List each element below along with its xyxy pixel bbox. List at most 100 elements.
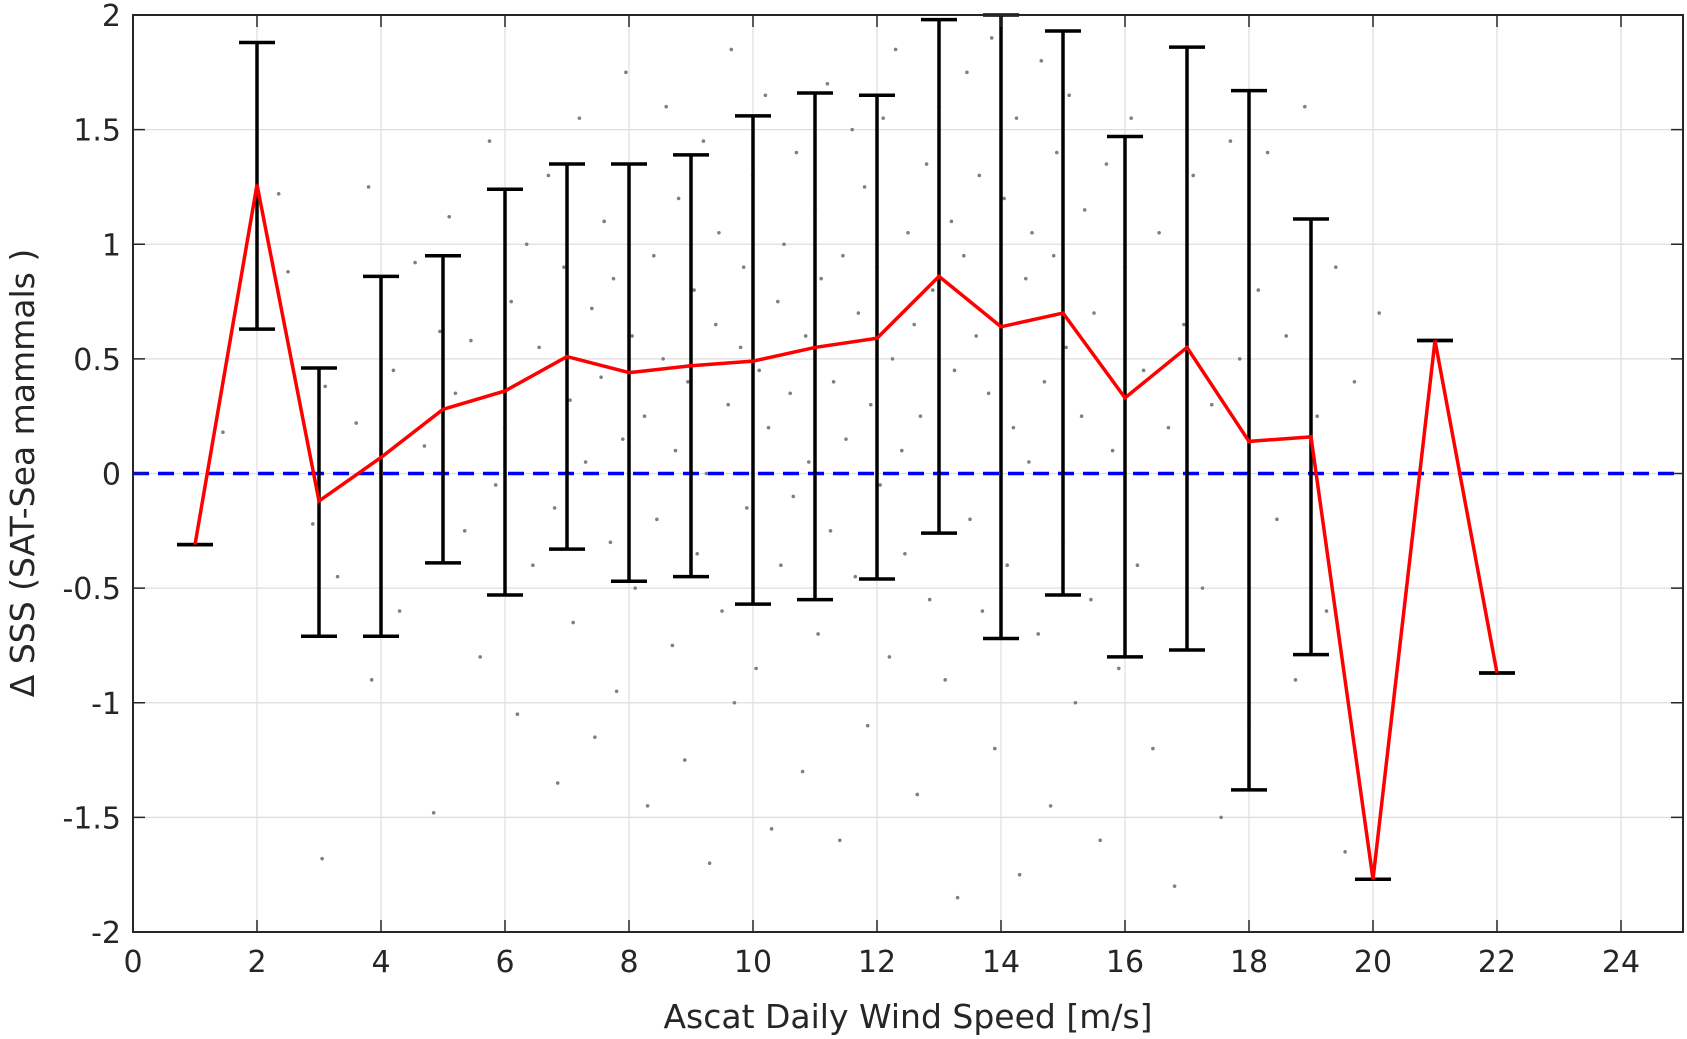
scatter-point [1151, 746, 1155, 751]
scatter-point [803, 334, 808, 338]
scatter-point [515, 712, 520, 717]
scatter-point [862, 185, 867, 189]
scatter-point [1334, 265, 1338, 269]
x-tick-label: 16 [1106, 945, 1144, 980]
scatter-point [611, 276, 616, 281]
scatter-points [221, 36, 1381, 900]
scatter-point [729, 47, 734, 52]
scatter-point [335, 574, 340, 579]
x-tick-label: 22 [1478, 945, 1516, 980]
scatter-point [1141, 368, 1146, 373]
scatter-point [571, 620, 575, 625]
scatter-point [642, 414, 647, 418]
scatter-point [1098, 838, 1102, 843]
scatter-point [469, 338, 473, 343]
x-tick-label: 0 [123, 945, 142, 980]
scatter-point [1377, 311, 1381, 315]
scatter-point [732, 700, 737, 705]
scatter-point [1027, 460, 1031, 464]
scatter-point [655, 517, 659, 522]
scatter-point [1237, 357, 1242, 361]
scatter-point [602, 219, 606, 224]
scatter-point [1017, 872, 1022, 877]
scatter-point [1172, 884, 1177, 888]
scatter-point [720, 609, 724, 613]
x-tick-label: 4 [371, 945, 390, 980]
scatter-point [577, 116, 582, 120]
scatter-point [850, 127, 854, 132]
scatter-point [1024, 276, 1028, 281]
scatter-point [965, 70, 969, 75]
scatter-point [683, 758, 687, 762]
scatter-point [276, 192, 281, 196]
mean-line-path [193, 184, 1499, 880]
scatter-point [1051, 253, 1056, 258]
scatter-point [447, 214, 452, 219]
scatter-point [968, 517, 972, 522]
x-axis-label: Ascat Daily Wind Speed [m/s] [663, 997, 1152, 1036]
scatter-point [856, 311, 861, 315]
scatter-point [912, 322, 916, 327]
scatter-point [989, 36, 994, 40]
scatter-point [788, 391, 792, 396]
x-tick-label: 24 [1602, 945, 1640, 980]
y-tick-label: 1 [102, 228, 121, 263]
scatter-point [608, 540, 613, 545]
scatter-point [1157, 230, 1161, 235]
scatter-point [590, 306, 594, 311]
scatter-point [931, 288, 935, 292]
x-tick-label: 10 [734, 945, 772, 980]
scatter-point [1191, 173, 1195, 178]
scatter-point [714, 322, 718, 327]
scatter-point [828, 529, 833, 533]
scatter-point [546, 173, 551, 178]
scatter-point [977, 173, 982, 178]
scatter-point [391, 368, 396, 373]
scatter-point [524, 242, 529, 247]
scatter-point [397, 609, 402, 613]
scatter-point [900, 448, 904, 453]
scatter-point [478, 655, 483, 659]
scatter-point [652, 253, 656, 258]
scatter-point [893, 47, 898, 52]
scatter-point [769, 827, 774, 831]
scatter-point [555, 781, 560, 785]
scatter-point [838, 838, 842, 843]
scatter-point [924, 162, 929, 166]
scatter-point [1067, 93, 1071, 98]
scatter-point [621, 437, 625, 441]
scatter-point [890, 357, 895, 361]
scatter-point [717, 230, 721, 235]
scatter-point [593, 735, 597, 739]
scatter-point [906, 230, 910, 235]
scatter-point [1210, 402, 1214, 407]
scatter-point [645, 804, 650, 808]
scatter-point [323, 384, 328, 389]
scatter-point [865, 723, 870, 728]
x-tick-label: 8 [619, 945, 638, 980]
scatter-point [1343, 849, 1347, 854]
scatter-point [844, 437, 848, 441]
scatter-point [633, 586, 637, 590]
x-ticks: 0 2 4 6 8 10 12 14 16 18 20 22 24 [123, 15, 1640, 980]
scatter-point [537, 345, 541, 350]
scatter-point [1182, 322, 1186, 327]
scatter-point [1284, 334, 1288, 338]
scatter-point [754, 666, 758, 671]
scatter-point [1200, 586, 1205, 590]
mean-line [193, 184, 1499, 880]
scatter-point [841, 253, 845, 258]
scatter-point [816, 632, 820, 636]
scatter-point [1005, 563, 1009, 567]
scatter-point [881, 116, 885, 120]
scatter-point [726, 402, 730, 407]
y-tick-label: -2 [91, 916, 121, 951]
scatter-point [692, 288, 696, 292]
scatter-point [1030, 230, 1034, 235]
scatter-point [509, 299, 513, 304]
scatter-point [986, 391, 991, 396]
scatter-point [568, 398, 572, 402]
y-tick-label: 0 [102, 458, 121, 493]
scatter-point [763, 93, 768, 98]
scatter-point [1011, 425, 1016, 430]
